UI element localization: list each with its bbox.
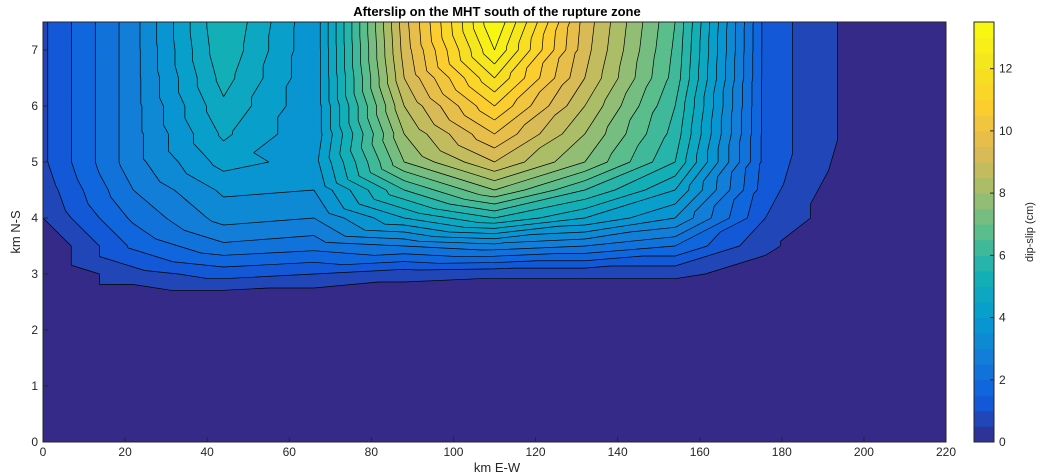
colorbar-band: [974, 410, 994, 427]
contour-line: [47, 22, 793, 280]
y-axis-label: km N-S: [8, 210, 23, 254]
y-tick-label: 3: [31, 267, 38, 281]
colorbar-band: [974, 177, 994, 194]
colorbar-band: [974, 208, 994, 225]
y-tick-label: 4: [31, 211, 38, 225]
colorbar-band: [974, 379, 994, 396]
contour-line: [483, 22, 506, 51]
contour-line: [399, 22, 595, 163]
colorbar-band: [974, 99, 994, 116]
colorbar-band: [974, 84, 994, 101]
colorbar-frame: [973, 21, 995, 443]
colorbar-band: [974, 317, 994, 334]
colorbar-band: [974, 53, 994, 70]
contour-line-layer: [43, 22, 838, 291]
colorbar-band: [974, 115, 994, 132]
colorbar-band: [974, 364, 994, 381]
colorbar-band: [974, 22, 994, 39]
x-tick-label: 200: [854, 445, 874, 459]
colorbar-band: [974, 395, 994, 412]
colorbar-band: [974, 239, 994, 256]
x-tick-label: 100: [443, 445, 463, 459]
contour-line: [156, 22, 728, 240]
y-tick-label: 0: [31, 435, 38, 449]
x-tick-label: 60: [283, 445, 297, 459]
colorbar-band: [974, 270, 994, 287]
colorbar-band: [974, 426, 994, 443]
y-axis: 0 1 2 3 4 5 6 7: [31, 43, 48, 449]
colorbar-band: [974, 286, 994, 303]
contour-line: [71, 22, 763, 268]
plot-frame: [42, 21, 947, 443]
contour-line: [118, 22, 745, 251]
contour-line: [94, 22, 754, 258]
contour-fill-layer: [43, 22, 946, 442]
contour-line: [343, 22, 693, 219]
x-tick-label: 80: [365, 445, 379, 459]
y-tick-label: 5: [31, 155, 38, 169]
contour-line: [351, 22, 685, 212]
y-tick-label: 6: [31, 99, 38, 113]
colorbar-tick-label: 8: [999, 186, 1006, 200]
contour-line: [173, 22, 719, 234]
x-tick-label: 40: [201, 445, 215, 459]
colorbar-tick-label: 4: [999, 311, 1006, 325]
colorbar-band: [974, 162, 994, 179]
colorbar-band: [974, 224, 994, 241]
colorbar-tick-label: 12: [999, 62, 1013, 76]
colorbar-tick-label: 10: [999, 124, 1013, 138]
x-tick-label: 160: [690, 445, 710, 459]
x-tick-label: 180: [772, 445, 792, 459]
colorbar-tick-label: 2: [999, 373, 1006, 387]
colorbar-band: [974, 255, 994, 272]
contour-line: [383, 22, 628, 182]
colorbar-band: [974, 68, 994, 85]
x-tick-label: 140: [608, 445, 628, 459]
x-tick-label: 120: [526, 445, 546, 459]
x-tick-label: 0: [40, 445, 47, 459]
contour-line: [418, 22, 571, 135]
contour-line: [359, 22, 676, 205]
contour-line: [43, 22, 838, 291]
contour-line: [408, 22, 581, 149]
contour-line: [367, 22, 660, 198]
contour-line: [375, 22, 644, 191]
contour-line: [189, 22, 711, 229]
colorbar-band: [974, 333, 994, 350]
colorbar-band: [974, 37, 994, 54]
colorbar-band: [974, 146, 994, 163]
contour-line: [451, 22, 538, 93]
contour-line: [440, 22, 549, 107]
colorbar: 0 2 4 6 8 10 12: [973, 21, 1013, 449]
x-tick-label: 20: [118, 445, 132, 459]
colorbar-tick-label: 0: [999, 435, 1006, 449]
colorbar-tick-label: 6: [999, 248, 1006, 262]
colorbar-band: [974, 130, 994, 147]
contour-line: [206, 22, 702, 224]
x-axis-label: km E-W: [474, 460, 521, 475]
y-tick-label: 7: [31, 43, 38, 57]
contour-line: [391, 22, 611, 172]
contour-line: [461, 22, 528, 79]
colorbar-band: [974, 193, 994, 210]
colorbar-band: [974, 348, 994, 365]
colorbar-label: dip-slip (cm): [1024, 202, 1036, 262]
x-axis: 0 20 40 60 80 100 120 140 160 180 200 220: [40, 437, 956, 459]
colorbar-band: [974, 302, 994, 319]
y-tick-label: 2: [31, 323, 38, 337]
contour-line: [429, 22, 560, 121]
contour-line: [472, 22, 517, 65]
chart-title: Afterslip on the MHT south of the ruptur…: [353, 4, 640, 19]
y-tick-label: 1: [31, 379, 38, 393]
contour-line: [139, 22, 737, 245]
x-tick-label: 220: [936, 445, 956, 459]
